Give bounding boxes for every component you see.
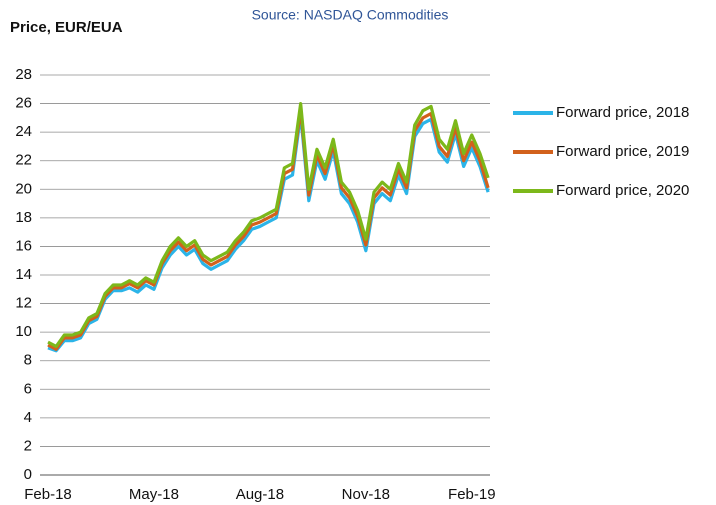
chart-subtitle: Source: NASDAQ Commodities <box>252 7 449 23</box>
x-tick-label: Aug-18 <box>236 486 284 503</box>
y-tick-label: 12 <box>15 295 32 312</box>
x-tick-label: Nov-18 <box>342 486 390 503</box>
y-tick-label: 22 <box>15 152 32 169</box>
legend-label: Forward price, 2020 <box>556 182 689 199</box>
y-tick-label: 14 <box>15 266 32 283</box>
chart-title: Price, EUR/EUA <box>10 19 123 36</box>
y-tick-label: 18 <box>15 209 32 226</box>
x-tick-label: Feb-19 <box>448 486 496 503</box>
legend-label: Forward price, 2018 <box>556 104 689 121</box>
y-tick-label: 16 <box>15 237 32 254</box>
y-tick-label: 20 <box>15 180 32 197</box>
y-tick-label: 8 <box>24 352 32 369</box>
series-line <box>47 101 490 349</box>
y-tick-label: 4 <box>24 409 32 426</box>
legend-label: Forward price, 2019 <box>556 143 689 160</box>
x-tick-label: May-18 <box>129 486 179 503</box>
y-tick-label: 10 <box>15 323 32 340</box>
y-tick-label: 26 <box>15 95 32 112</box>
y-tick-label: 6 <box>24 380 32 397</box>
x-tick-label: Feb-18 <box>24 486 72 503</box>
series-line <box>47 107 490 351</box>
y-tick-label: 0 <box>24 466 32 483</box>
y-tick-label: 24 <box>15 123 32 140</box>
series-line <box>47 113 490 353</box>
y-tick-label: 28 <box>15 66 32 83</box>
y-tick-label: 2 <box>24 437 32 454</box>
